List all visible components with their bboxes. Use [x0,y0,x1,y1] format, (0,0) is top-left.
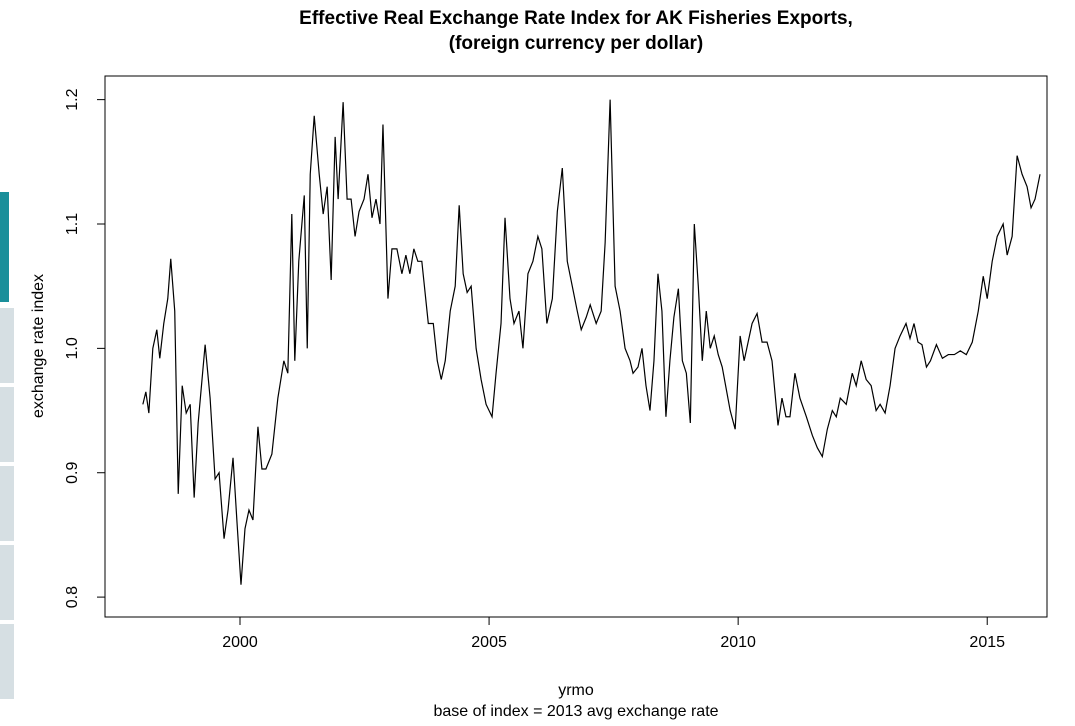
y-axis-label: exchange rate index [30,274,47,418]
side-panel-tile [0,466,14,541]
side-panel-tile [0,545,14,620]
side-panel-tile [0,387,14,462]
y-tick-label: 0.8 [64,586,81,608]
side-panel-tile [0,308,14,383]
chart-subtitle: (foreign currency per dollar) [449,33,703,54]
y-tick-label: 1.0 [64,337,81,359]
plot-frame [104,75,1048,618]
x-tick-label: 2000 [222,634,258,651]
series-line [142,99,1041,585]
caption: base of index = 2013 avg exchange rate [433,703,718,720]
side-panel-accent [0,192,9,302]
x-tick-label: 2005 [471,634,507,651]
y-tick-label: 1.2 [64,88,81,110]
side-panel-tile [0,624,14,699]
y-tick-label: 0.9 [64,462,81,484]
x-tick-label: 2015 [969,634,1005,651]
y-tick-label: 1.1 [64,213,81,235]
x-tick-label: 2010 [720,634,756,651]
x-axis-label: yrmo [558,682,594,699]
chart-title: Effective Real Exchange Rate Index for A… [299,8,853,29]
